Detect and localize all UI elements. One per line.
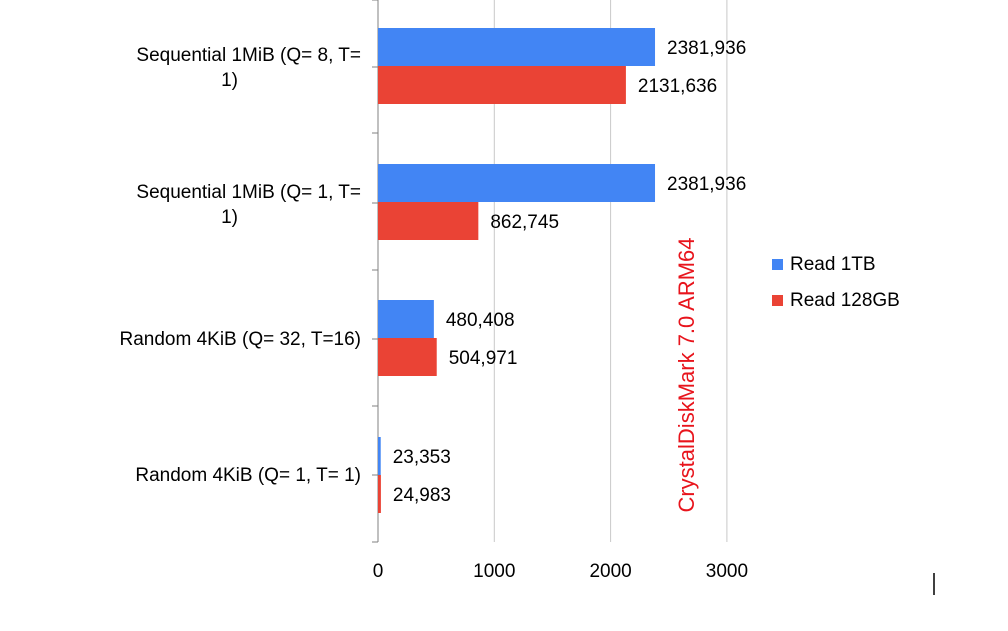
category-label-3: Random 4KiB (Q= 1, T= 1) — [135, 465, 361, 486]
bar-read-1tb-2 — [378, 300, 434, 338]
legend: Read 1TB Read 128GB — [772, 254, 900, 311]
data-label-read-1tb-0: 2381,936 — [667, 38, 746, 59]
data-label-read-128gb-2: 504,971 — [449, 348, 518, 369]
category-label-1-line-1: Sequential 1MiB (Q= 1, T= — [136, 182, 361, 203]
x-tick-label-0: 0 — [373, 561, 384, 582]
data-label-read-1tb-2: 480,408 — [446, 310, 515, 331]
category-label-0-line-1: Sequential 1MiB (Q= 8, T= — [136, 45, 361, 66]
bar-read-128gb-2 — [378, 338, 437, 376]
bar-read-1tb-3 — [378, 437, 381, 475]
x-tick-label-1000: 1000 — [473, 561, 515, 582]
legend-label-1: Read 128GB — [790, 290, 900, 311]
bars-layer — [378, 28, 656, 513]
labels-layer: 2381,936 2381,936 480,408 23,353 2131,636 862… — [393, 38, 747, 506]
category-label-2: Random 4KiB (Q= 32, T=16) — [120, 329, 362, 350]
data-label-read-1tb-3: 23,353 — [393, 447, 451, 468]
data-label-read-128gb-1: 862,745 — [490, 212, 559, 233]
data-label-read-128gb-3: 24,983 — [393, 485, 451, 506]
bar-read-128gb-3 — [378, 475, 381, 513]
bar-read-128gb-1 — [378, 202, 479, 240]
legend-label-0: Read 1TB — [790, 254, 876, 275]
data-label-read-128gb-0: 2131,636 — [638, 76, 717, 97]
x-tick-label-2000: 2000 — [589, 561, 631, 582]
bar-read-1tb-1 — [378, 164, 656, 202]
bar-read-128gb-0 — [378, 66, 626, 104]
annotation-layer: CrystalDiskMark 7.0 ARM64 — [674, 237, 699, 512]
legend-swatch-0 — [772, 259, 783, 270]
legend-swatch-1 — [772, 295, 783, 306]
bar-read-1tb-0 — [378, 28, 656, 66]
category-label-0-line-2: 1) — [221, 70, 238, 91]
data-label-read-1tb-1: 2381,936 — [667, 174, 746, 195]
axis-layer: 0 1000 2000 3000 Sequential 1MiB (Q= 8, T= 1)… — [120, 0, 748, 582]
x-tick-label-3000: 3000 — [706, 561, 748, 582]
category-label-1-line-2: 1) — [221, 207, 238, 228]
annotation-crystaldiskmark: CrystalDiskMark 7.0 ARM64 — [674, 237, 699, 512]
